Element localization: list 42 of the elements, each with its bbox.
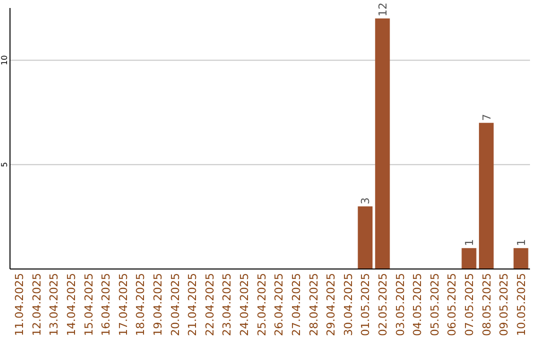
- bar: [358, 206, 373, 269]
- x-tick-label: 16.04.2025: [100, 273, 113, 336]
- x-tick-label: 05.05.2025: [428, 273, 442, 336]
- x-tick-label: 27.04.2025: [290, 273, 303, 336]
- x-tick-label: 06.05.2025: [446, 273, 459, 336]
- x-tick-label: 26.04.2025: [272, 273, 286, 336]
- data-label: 7: [480, 114, 494, 121]
- data-label: 1: [514, 239, 528, 246]
- x-tick-label: 29.04.2025: [324, 273, 338, 336]
- x-tick-label: 11.04.2025: [13, 273, 26, 336]
- x-tick-label: 25.04.2025: [255, 273, 268, 336]
- x-tick-label: 24.04.2025: [238, 273, 252, 336]
- x-tick-label: 30.04.2025: [342, 273, 355, 336]
- bar: [462, 248, 476, 269]
- x-tick-label: 07.05.2025: [463, 273, 476, 336]
- data-label: 12: [376, 2, 390, 16]
- x-tick-label: 02.05.2025: [376, 273, 390, 336]
- x-tick-label: 20.04.2025: [168, 273, 182, 336]
- x-tick-label: 04.05.2025: [411, 273, 424, 336]
- x-tick-label: 23.04.2025: [220, 273, 234, 336]
- data-label: 3: [359, 197, 372, 204]
- x-tick-label: 10.05.2025: [514, 273, 528, 336]
- y-tick-label: 5: [0, 162, 9, 168]
- y-tick-label: 10: [0, 55, 9, 66]
- x-tick-label: 08.05.2025: [480, 273, 494, 336]
- x-tick-label: 03.05.2025: [394, 273, 407, 336]
- x-tick-label: 01.05.2025: [359, 273, 372, 336]
- x-tick-label: 28.04.2025: [307, 273, 320, 336]
- bar: [514, 248, 528, 269]
- x-tick-label: 21.04.2025: [186, 273, 200, 336]
- x-tick-label: 09.05.2025: [498, 273, 511, 336]
- x-tick-label: 13.04.2025: [48, 273, 61, 336]
- x-tick-label: 17.04.2025: [116, 273, 130, 336]
- x-tick-label: 14.04.2025: [65, 273, 78, 336]
- x-tick-label: 22.04.2025: [203, 273, 216, 336]
- x-tick-label: 15.04.2025: [82, 273, 96, 336]
- bar: [375, 18, 390, 269]
- bar: [478, 122, 494, 269]
- data-label: 1: [463, 239, 476, 246]
- x-tick-label: 18.04.2025: [134, 273, 148, 336]
- x-tick-label: 19.04.2025: [152, 273, 165, 336]
- x-tick-label: 12.04.2025: [30, 273, 44, 336]
